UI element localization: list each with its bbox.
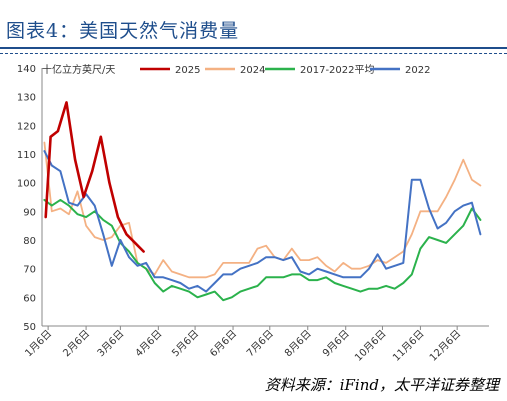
y-axis-unit-label: 十亿立方英尺/天 <box>42 63 115 76</box>
title-rule <box>0 47 507 49</box>
y-tick-label: 100 <box>17 179 36 190</box>
x-tick-label: 9月6日 <box>320 328 352 360</box>
x-axis: 1月6日 2月6日 3月6日 4月6日 5月6日 6月6日 7月6日 8月6日 9月6日 10月6… <box>23 325 489 364</box>
series-line-3 <box>43 150 482 293</box>
x-tick-label: 3月6日 <box>95 328 127 360</box>
x-tick-label: 8月6日 <box>282 328 314 360</box>
x-tick-label: 10月6日 <box>352 328 388 364</box>
series-line-2 <box>43 198 482 302</box>
y-tick-label: 70 <box>23 265 36 276</box>
y-axis: 50 60 70 80 90 100 110 120 130 140 <box>17 64 43 333</box>
x-tick-label: 6月6日 <box>208 328 240 360</box>
series-line-0 <box>44 101 145 253</box>
y-tick-label: 110 <box>17 150 36 161</box>
y-tick-label: 130 <box>17 93 36 104</box>
x-tick-label: 11月6日 <box>390 328 426 364</box>
legend-label: 2024 <box>240 65 265 76</box>
x-tick-label: 4月6日 <box>133 328 165 360</box>
x-tick-label: 2月6日 <box>61 328 93 360</box>
legend-label: 2022 <box>405 65 430 76</box>
x-tick-label: 5月6日 <box>170 328 202 360</box>
title-rule-dashed <box>0 53 507 54</box>
series-line-1 <box>43 141 482 279</box>
y-tick-label: 140 <box>17 64 36 75</box>
y-tick-label: 90 <box>23 207 36 218</box>
legend: 2025 2024 2017-2022平均 2022 <box>140 64 430 76</box>
plot-area <box>43 101 482 302</box>
y-tick-label: 50 <box>23 322 36 333</box>
page-title: 图表4：美国天然气消费量 <box>6 20 240 42</box>
source-note: 资料来源：iFind，太平洋证券整理 <box>264 376 499 394</box>
y-tick-label: 80 <box>23 236 36 247</box>
y-tick-label: 60 <box>23 293 36 304</box>
legend-label: 2025 <box>175 65 200 76</box>
y-tick-label: 120 <box>17 121 36 132</box>
x-tick-label: 12月6日 <box>427 328 463 364</box>
legend-label: 2017-2022平均 <box>300 64 375 76</box>
x-tick-label: 7月6日 <box>244 328 276 360</box>
